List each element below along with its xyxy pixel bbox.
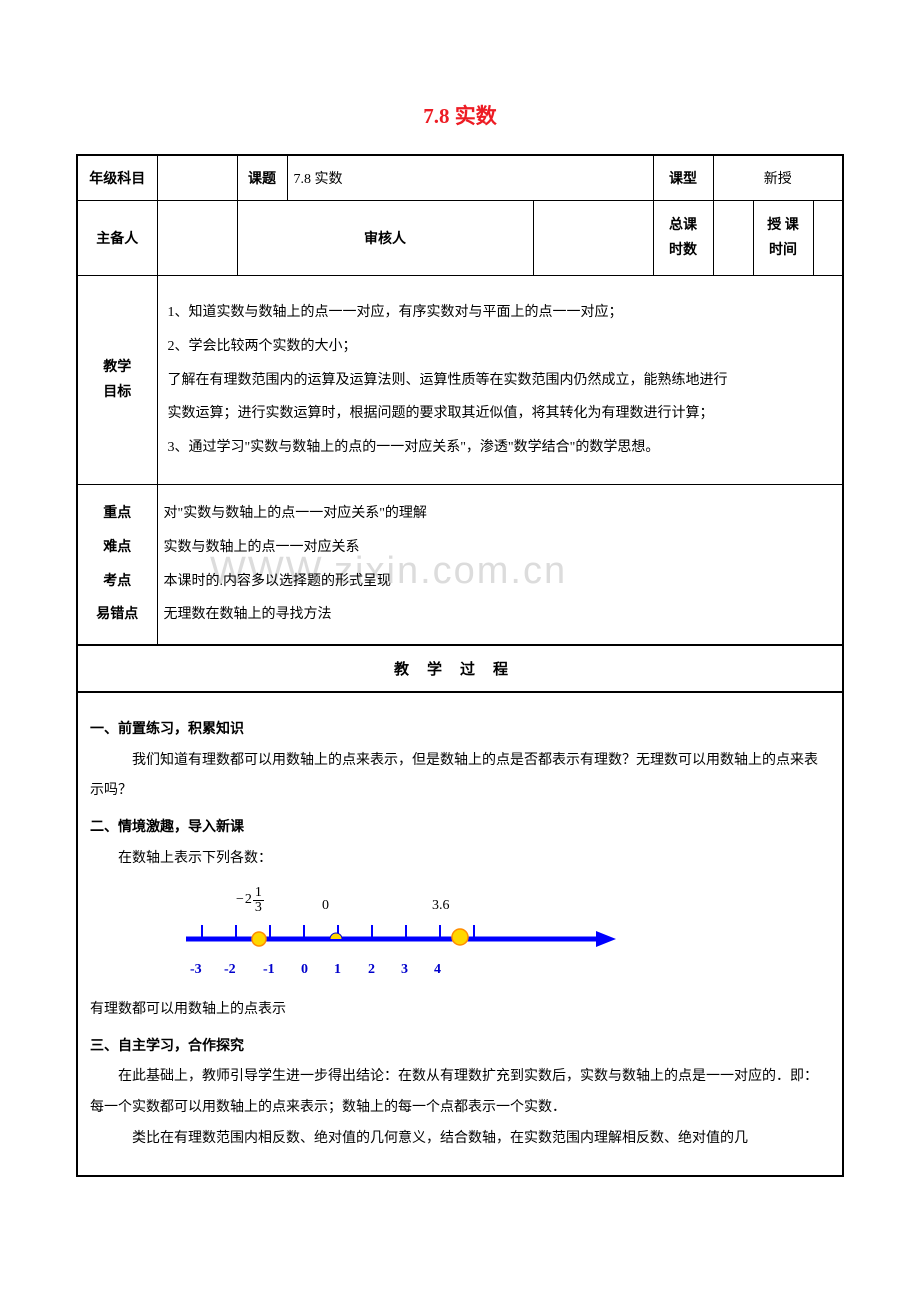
- para-5: 类比在有理数范围内相反数、绝对值的几何意义，结合数轴，在实数范围内理解相反数、绝…: [90, 1124, 830, 1155]
- para-4: 在此基础上，教师引导学生进一步得出结论：在数从有理数扩充到实数后，实数与数轴上的…: [90, 1062, 830, 1124]
- para-2: 在数轴上表示下列各数：: [90, 844, 830, 875]
- number-line-svg: [180, 913, 620, 973]
- axis-label: 0: [301, 955, 308, 986]
- fourpoints-labels: 重点 难点 考点 易错点: [77, 485, 157, 645]
- axis-label: -2: [224, 955, 236, 986]
- topic-label: 课题: [237, 155, 287, 201]
- axis-label: 3: [401, 955, 408, 986]
- axis-label: -3: [190, 955, 202, 986]
- total-lessons-value: [713, 201, 753, 276]
- axis-label: -1: [263, 955, 275, 986]
- reviewer-label: 审核人: [237, 201, 533, 276]
- lesson-type-label: 课型: [653, 155, 713, 201]
- reviewer-value: [533, 201, 653, 276]
- heading-1: 一、前置练习，积累知识: [90, 715, 830, 746]
- grade-subject-label: 年级科目: [77, 155, 157, 201]
- total-lessons-label: 总课 时数: [653, 201, 713, 276]
- number-line-diagram: −213 0 3.6: [90, 883, 830, 983]
- para-3: 有理数都可以用数轴上的点表示: [90, 995, 830, 1026]
- page-title: 7.8 实数: [76, 100, 844, 130]
- fourpoints-content: 对"实数与数轴上的点一一对应关系"的理解 实数与数轴上的点一一对应关系 本课时的…: [157, 485, 843, 645]
- main-preparer-value: [157, 201, 237, 276]
- para-1: 我们知道有理数都可以用数轴上的点来表示，但是数轴上的点是否都表示有理数？无理数可…: [90, 746, 830, 808]
- grade-subject-value: [157, 155, 237, 201]
- main-preparer-label: 主备人: [77, 201, 157, 276]
- objectives-content: 1、知道实数与数轴上的点一一对应，有序实数对与平面上的点一一对应； 2、学会比较…: [157, 276, 843, 485]
- objectives-label: 教学 目标: [77, 276, 157, 485]
- axis-label: 1: [334, 955, 341, 986]
- process-header: 教学过程: [76, 646, 844, 693]
- axis-label: 2: [368, 955, 375, 986]
- topic-value: 7.8 实数: [287, 155, 653, 201]
- axis-label: 4: [434, 955, 441, 986]
- teach-time-value: [813, 201, 843, 276]
- teach-time-label: 授 课 时间: [753, 201, 813, 276]
- lesson-header-table: 年级科目 课题 7.8 实数 课型 新授 主备人 审核人 总课 时数 授 课 时…: [76, 154, 844, 646]
- nl-label-neg-two-third: −213: [236, 885, 264, 916]
- heading-3: 三、自主学习，合作探究: [90, 1032, 830, 1063]
- lesson-type-value: 新授: [713, 155, 843, 201]
- lesson-content: 一、前置练习，积累知识 我们知道有理数都可以用数轴上的点来表示，但是数轴上的点是…: [76, 693, 844, 1177]
- heading-2: 二、情境激趣，导入新课: [90, 813, 830, 844]
